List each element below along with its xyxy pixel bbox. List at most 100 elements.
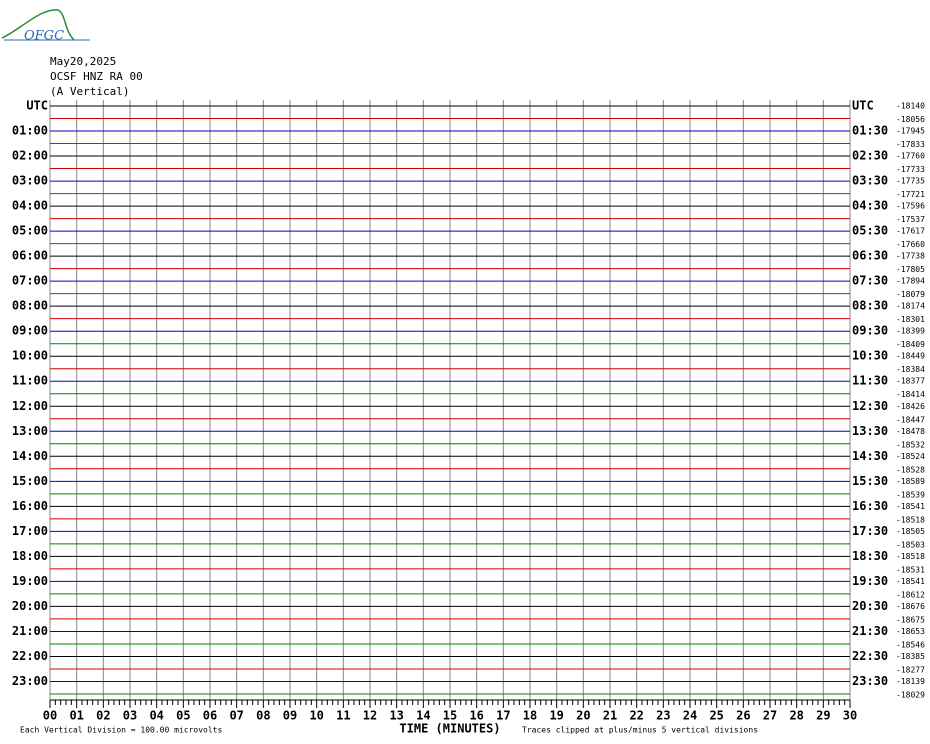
row-label-left: 02:00 <box>12 149 48 163</box>
row-label-right: 12:30 <box>852 399 888 413</box>
trace-offset: -18301 <box>896 315 925 324</box>
x-tick-label: 17 <box>496 709 510 723</box>
logo: OFGC <box>1 9 90 44</box>
trace-offset: -17733 <box>896 165 925 174</box>
x-tick-label: 07 <box>229 709 243 723</box>
row-label-right: 16:30 <box>852 499 888 513</box>
trace-offset: -18676 <box>896 602 925 611</box>
row-label-left: UTC <box>26 99 48 113</box>
row-label-right: 01:30 <box>852 124 888 138</box>
x-tick-label: 28 <box>789 709 803 723</box>
x-tick-label: 21 <box>603 709 617 723</box>
row-label-right: 18:30 <box>852 549 888 563</box>
trace-offset: -17617 <box>896 227 925 236</box>
trace-offset: -18589 <box>896 477 925 486</box>
trace-offset: -18539 <box>896 490 925 499</box>
x-tick-label: 11 <box>336 709 350 723</box>
trace-offset: -18653 <box>896 627 925 636</box>
row-label-left: 11:00 <box>12 374 48 388</box>
x-tick-label: 29 <box>816 709 830 723</box>
row-label-right: UTC <box>852 99 874 113</box>
x-tick-label: 16 <box>469 709 483 723</box>
row-label-left: 16:00 <box>12 499 48 513</box>
trace-offset: -18478 <box>896 427 925 436</box>
trace-offset: -18528 <box>896 465 925 474</box>
x-tick-label: 06 <box>203 709 217 723</box>
trace-offset: -18503 <box>896 540 925 549</box>
row-label-right: 07:30 <box>852 274 888 288</box>
x-tick-label: 30 <box>843 709 857 723</box>
trace-offset: -18384 <box>896 365 925 374</box>
trace-offset: -18277 <box>896 665 925 674</box>
trace-offset: -17596 <box>896 202 925 211</box>
date: May20,2025 <box>50 55 116 68</box>
trace-offset: -18532 <box>896 440 925 449</box>
trace-offset: -18409 <box>896 340 925 349</box>
trace-offset: -18505 <box>896 527 925 536</box>
trace-offset: -18056 <box>896 115 925 124</box>
row-label-left: 21:00 <box>12 624 48 638</box>
trace-offset: -17894 <box>896 277 925 286</box>
row-label-left: 03:00 <box>12 174 48 188</box>
x-tick-label: 03 <box>123 709 137 723</box>
trace-offset: -18449 <box>896 352 925 361</box>
footnote-left: Each Vertical Division = 100.00 microvol… <box>20 726 222 735</box>
row-label-right: 14:30 <box>852 449 888 463</box>
station: OCSF HNZ RA 00 <box>50 70 143 83</box>
row-label-left: 23:00 <box>12 674 48 688</box>
component: (A Vertical) <box>50 85 129 98</box>
trace-offset: -17738 <box>896 252 925 261</box>
x-tick-label: 26 <box>736 709 750 723</box>
trace-offset: -17735 <box>896 177 925 186</box>
x-tick-label: 18 <box>523 709 537 723</box>
trace-offset: -17760 <box>896 152 925 161</box>
row-label-left: 20:00 <box>12 599 48 613</box>
row-label-right: 19:30 <box>852 574 888 588</box>
trace-offset: -18029 <box>896 691 925 700</box>
row-label-left: 01:00 <box>12 124 48 138</box>
x-tick-label: 24 <box>683 709 697 723</box>
trace-offset: -18546 <box>896 640 925 649</box>
x-tick-label: 20 <box>576 709 590 723</box>
row-label-right: 20:30 <box>852 599 888 613</box>
trace-offset: -18140 <box>896 102 925 111</box>
trace-offset: -17660 <box>896 240 925 249</box>
trace-offset: -17945 <box>896 127 925 136</box>
row-label-right: 22:30 <box>852 649 888 663</box>
x-tick-label: 14 <box>416 709 430 723</box>
row-label-right: 08:30 <box>852 299 888 313</box>
row-label-right: 11:30 <box>852 374 888 388</box>
row-label-right: 05:30 <box>852 224 888 238</box>
trace-offset: -18675 <box>896 615 925 624</box>
x-axis-label: TIME (MINUTES) <box>399 722 500 736</box>
row-label-right: 02:30 <box>852 149 888 163</box>
trace-offset: -17805 <box>896 265 925 274</box>
x-tick-label: 09 <box>283 709 297 723</box>
footnote-right: Traces clipped at plus/minus 5 vertical … <box>522 726 758 735</box>
row-label-left: 12:00 <box>12 399 48 413</box>
row-label-left: 08:00 <box>12 299 48 313</box>
row-label-right: 13:30 <box>852 424 888 438</box>
x-tick-label: 19 <box>549 709 563 723</box>
trace-offset: -17537 <box>896 215 925 224</box>
row-label-left: 10:00 <box>12 349 48 363</box>
row-label-left: 05:00 <box>12 224 48 238</box>
row-label-right: 17:30 <box>852 524 888 538</box>
row-label-left: 07:00 <box>12 274 48 288</box>
x-tick-label: 12 <box>363 709 377 723</box>
x-tick-label: 23 <box>656 709 670 723</box>
logo-arc <box>1 9 75 41</box>
row-label-left: 15:00 <box>12 474 48 488</box>
x-tick-label: 27 <box>763 709 777 723</box>
x-tick-label: 13 <box>389 709 403 723</box>
trace-offset: -18612 <box>896 590 925 599</box>
trace-offset: -18377 <box>896 377 925 386</box>
row-label-right: 03:30 <box>852 174 888 188</box>
trace-offset: -18385 <box>896 652 925 661</box>
x-tick-label: 08 <box>256 709 270 723</box>
trace-offset: -18139 <box>896 677 925 686</box>
row-label-left: 22:00 <box>12 649 48 663</box>
trace-offset: -18541 <box>896 577 925 586</box>
trace-offset: -18524 <box>896 452 925 461</box>
